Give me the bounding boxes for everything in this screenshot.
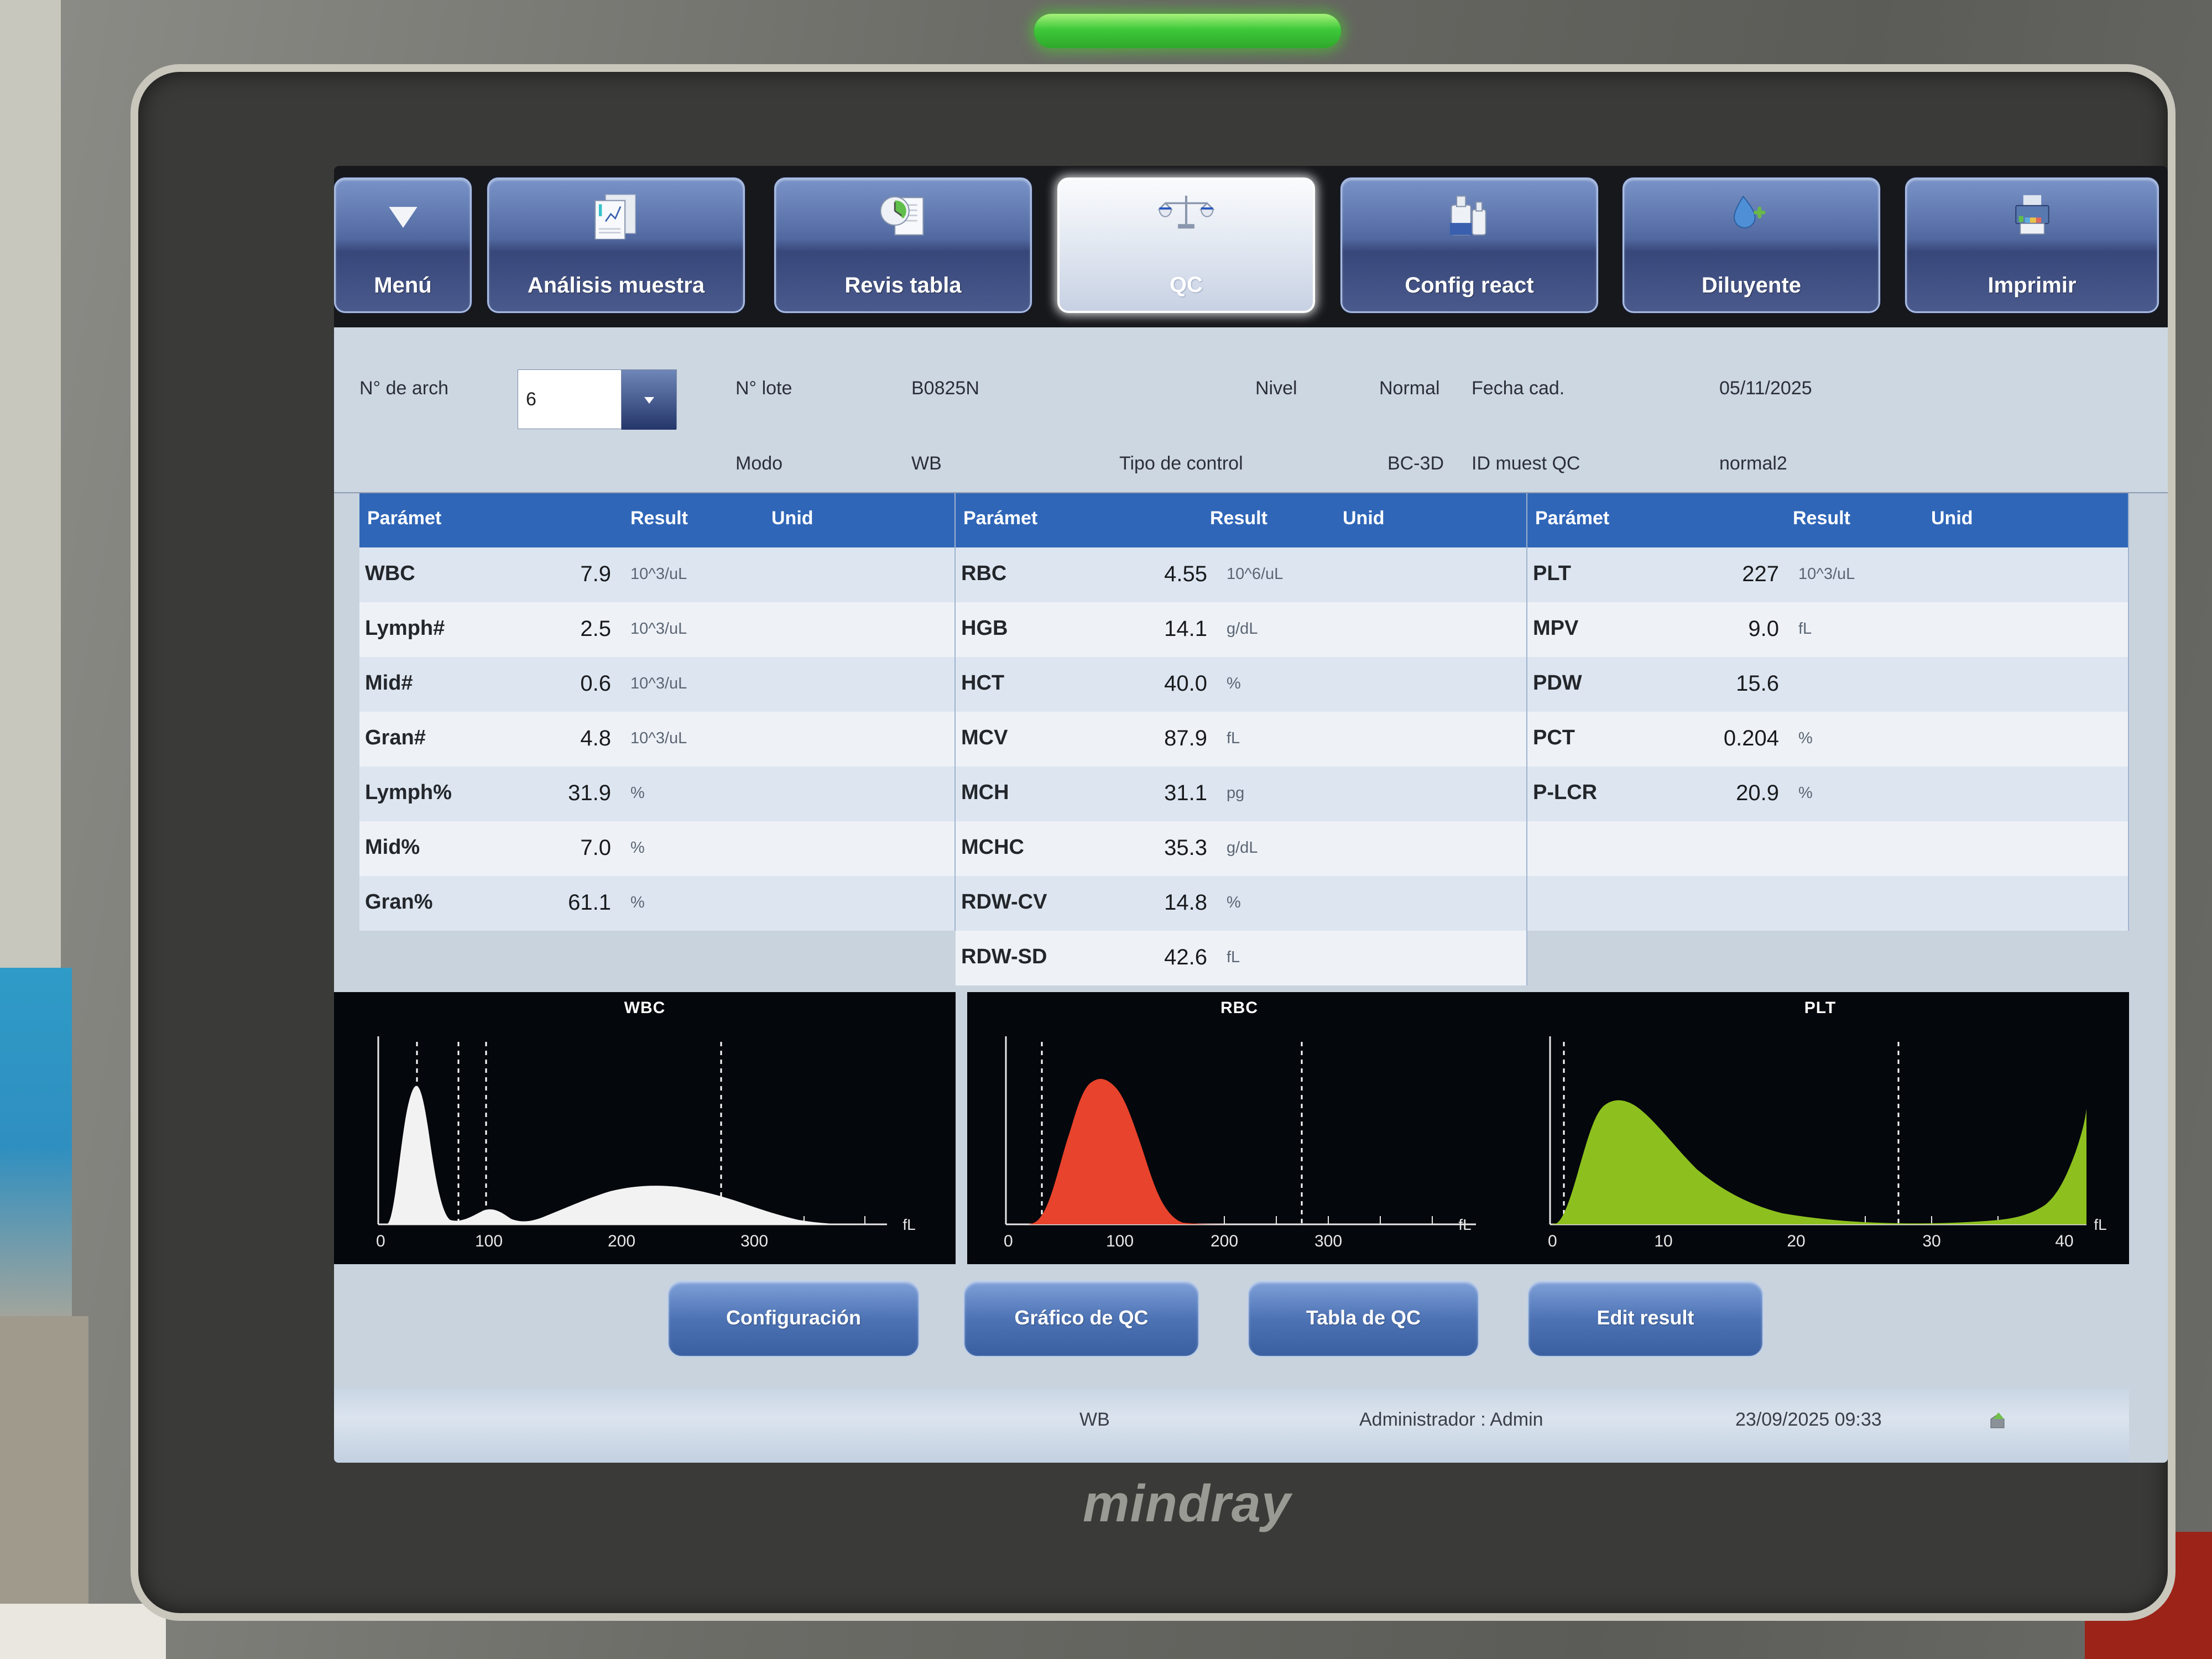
svg-text:200: 200 — [1211, 1232, 1238, 1250]
svg-text:fL: fL — [902, 1216, 915, 1233]
svg-text:200: 200 — [608, 1232, 635, 1250]
svg-text:fL: fL — [1458, 1216, 1471, 1233]
svg-text:30: 30 — [1922, 1232, 1940, 1250]
svg-text:fL: fL — [2094, 1216, 2106, 1233]
svg-text:0: 0 — [1548, 1232, 1557, 1250]
svg-text:10: 10 — [1654, 1232, 1672, 1250]
svg-text:300: 300 — [740, 1232, 768, 1250]
svg-text:100: 100 — [1106, 1232, 1134, 1250]
svg-text:0: 0 — [376, 1232, 385, 1250]
svg-text:100: 100 — [475, 1232, 503, 1250]
svg-text:20: 20 — [1787, 1232, 1805, 1250]
svg-text:300: 300 — [1314, 1232, 1342, 1250]
svg-text:40: 40 — [2055, 1232, 2073, 1250]
svg-text:0: 0 — [1004, 1232, 1013, 1250]
